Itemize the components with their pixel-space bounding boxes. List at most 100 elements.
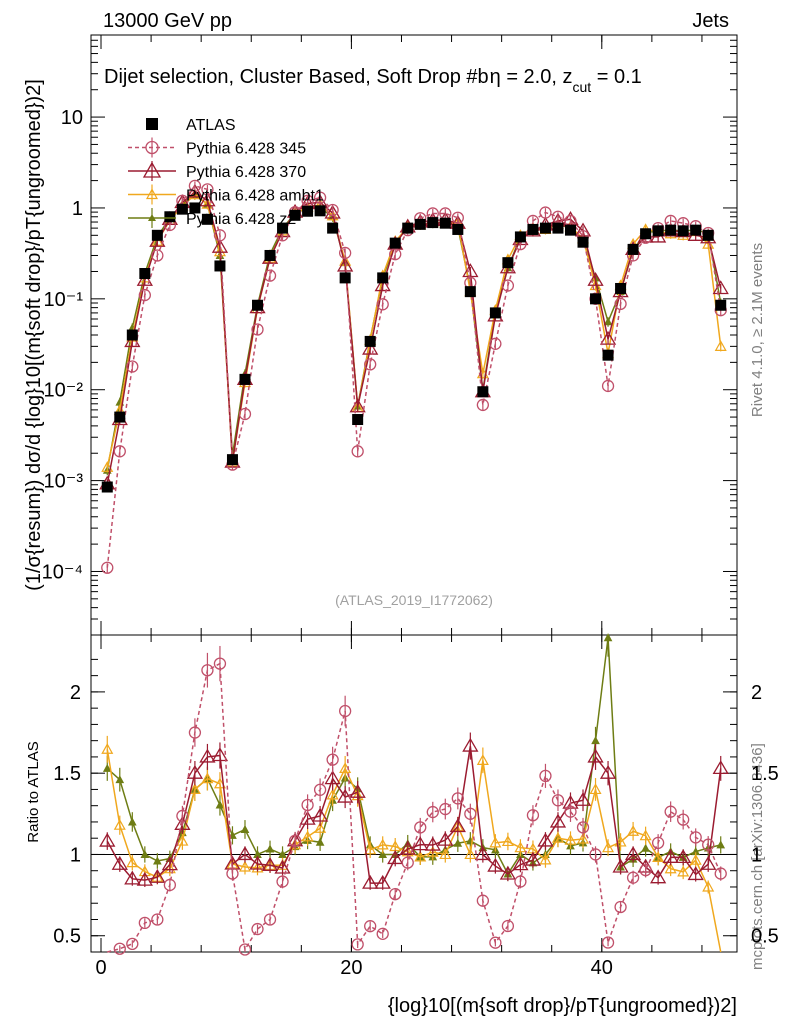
main-y-tick-label: 1 (72, 198, 83, 220)
ratio-marker-3 (576, 832, 590, 844)
atlas-data-point (126, 329, 138, 341)
ratio-marker-1 (263, 913, 277, 926)
marker-1 (101, 561, 114, 574)
x-axis-label: {log}10[(m{soft drop}/pT{ungroomed})2] (388, 995, 737, 1017)
main-ylabel: (1/σ{resum}) dσ/d {log}10[(m{soft drop}/… (23, 79, 45, 591)
ratio-marker-2 (149, 868, 166, 883)
ratio-marker-3 (364, 843, 377, 855)
ratio-series-group (99, 633, 729, 956)
legend-label-3: Pythia 6.428 ambt1 (186, 188, 324, 205)
ratio-marker-3 (188, 783, 201, 795)
marker-2 (599, 330, 617, 345)
ratio-marker-1 (326, 753, 339, 766)
ratio-marker-2 (649, 869, 667, 884)
mcplots-label-wrap: mcplots.cern.ch [arXiv:1306.3436] (749, 743, 766, 970)
marker-1 (263, 269, 277, 282)
series-line-1 (106, 185, 722, 568)
ratio-marker-1 (288, 834, 302, 847)
ratio-marker-3 (539, 853, 552, 865)
ratio-marker-1 (276, 875, 289, 888)
ratio-marker-3 (201, 772, 214, 784)
ratio-line-2 (106, 745, 722, 884)
x-tick-label: 40 (591, 957, 613, 979)
atlas-data-point (464, 286, 476, 298)
atlas-data-point (352, 414, 364, 426)
atlas-data-point (176, 203, 188, 215)
ratio-marker-1 (176, 809, 189, 823)
ratio-marker-2 (512, 856, 529, 871)
ratio-marker-2 (587, 748, 604, 763)
ratio-marker-2 (574, 791, 592, 806)
marker-1 (201, 183, 214, 196)
marker-1 (238, 407, 252, 421)
marker-2 (136, 271, 153, 286)
ratio-marker-2 (337, 788, 354, 803)
ratio-marker-1 (138, 916, 151, 930)
ratio-marker-1 (526, 809, 540, 822)
ratio-marker-4 (215, 800, 225, 809)
ratio-marker-3 (501, 835, 514, 847)
ratio-y-tick-label-right: 1.5 (751, 763, 779, 785)
ratio-marker-2 (374, 874, 391, 889)
marker-2 (186, 183, 204, 198)
legend-label-1: Pythia 6.428 345 (186, 141, 306, 158)
ratio-marker-2 (99, 832, 116, 847)
main-y-tick-label: 10⁻⁴ (42, 561, 83, 583)
ratio-marker-3 (564, 833, 577, 845)
ratio-marker-4 (153, 856, 162, 865)
ratio-marker-3 (414, 850, 427, 862)
atlas-data-point (652, 225, 664, 237)
ratio-marker-4 (102, 763, 112, 772)
marker-1 (213, 229, 227, 242)
atlas-data-point (602, 349, 614, 361)
marker-4 (603, 317, 613, 326)
ratio-line-4 (106, 637, 721, 876)
ratio-marker-1 (664, 805, 677, 818)
ratio-marker-2 (199, 748, 216, 763)
ratio-marker-1 (714, 867, 727, 880)
ratio-marker-2 (599, 764, 617, 779)
ratio-marker-1 (576, 821, 590, 834)
ratio-marker-3 (702, 880, 715, 892)
series-line-4 (106, 193, 722, 471)
ratio-marker-1 (401, 856, 414, 869)
marker-1 (326, 203, 339, 217)
ratio-y-tick-label-right: 2 (751, 682, 762, 704)
marker-1 (364, 358, 377, 371)
marker-1 (501, 279, 515, 292)
rivet-label-wrap: Rivet 4.1.0, ≥ 2.1M events (749, 243, 766, 417)
main-y-tick-label: 10 (61, 107, 83, 129)
atlas-data-point (577, 236, 589, 248)
ratio-marker-2 (111, 855, 128, 870)
atlas-data-point (539, 222, 551, 234)
ratio-marker-2 (362, 874, 379, 889)
ratio-marker-3 (426, 845, 439, 857)
atlas-data-point (139, 268, 151, 280)
atlas-data-point (214, 260, 226, 272)
ratio-marker-4 (453, 838, 463, 847)
marker-1 (313, 191, 327, 204)
ratio-marker-1 (476, 894, 490, 907)
ratio-marker-2 (675, 849, 692, 864)
ratio-marker-1 (702, 838, 715, 851)
ratio-marker-2 (462, 737, 479, 752)
analysis-id: (ATLAS_2019_I1772062) (335, 592, 493, 608)
marker-1 (551, 210, 565, 223)
atlas-data-point (615, 282, 627, 294)
marker-1 (138, 288, 151, 302)
ratio-marker-1 (113, 942, 126, 955)
ratio-marker-3 (602, 841, 615, 853)
atlas-data-point (627, 243, 639, 255)
ratio-marker-1 (213, 657, 227, 670)
rivet-label: Rivet 4.1.0, ≥ 2.1M events (749, 243, 766, 417)
ratio-line-1 (107, 662, 722, 953)
ratio-marker-1 (163, 878, 177, 892)
ratio-marker-2 (662, 849, 679, 863)
ratio-marker-2 (299, 810, 316, 825)
atlas-data-point (502, 257, 514, 269)
ratio-marker-2 (474, 846, 491, 861)
marker-2 (462, 263, 479, 278)
marker-1 (188, 179, 202, 193)
ratio-marker-3 (652, 851, 665, 862)
ratio-ylabel: Ratio to ATLAS (25, 741, 42, 842)
